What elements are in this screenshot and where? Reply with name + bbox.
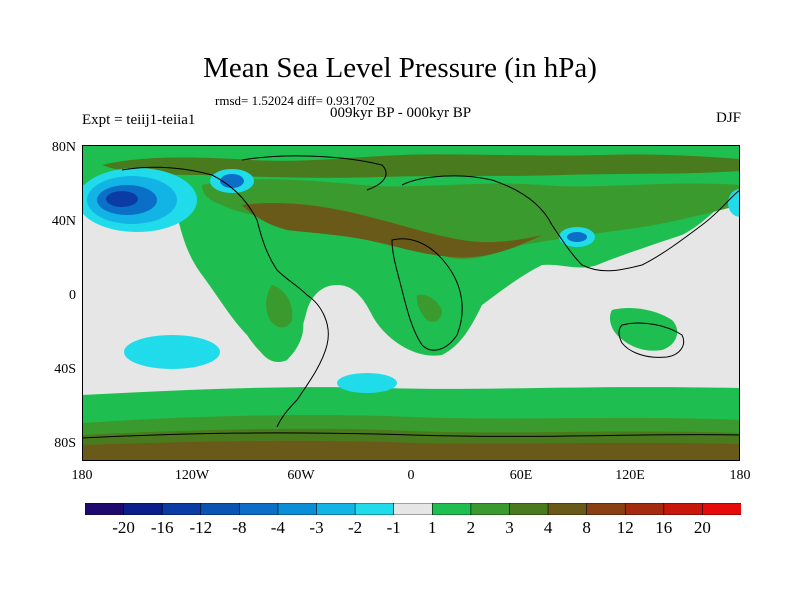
colorbar-swatch bbox=[277, 503, 318, 515]
negative-anomalies bbox=[82, 168, 740, 393]
colorbar-tick-label: 8 bbox=[582, 518, 591, 537]
lon-label-120e: 120E bbox=[615, 468, 645, 483]
northern-land-field bbox=[82, 145, 740, 362]
lon-label-180e: 180 bbox=[729, 468, 751, 483]
lon-label-180w: 180 bbox=[71, 468, 93, 483]
experiment-label: Expt = teiij1-teiia1 bbox=[82, 112, 196, 128]
coast-south-america bbox=[276, 294, 329, 428]
colorbar-swatch bbox=[624, 503, 665, 515]
colorbar-swatch bbox=[586, 503, 627, 515]
colorbar-tick-label: 16 bbox=[655, 518, 673, 537]
period-label: 009kyr BP - 000kyr BP bbox=[330, 105, 472, 121]
lat-label-80n: 80N bbox=[51, 140, 76, 155]
stats-text: rmsd= 1.52024 diff= 0.931702 bbox=[215, 93, 375, 108]
colorbar-tick-label: 1 bbox=[428, 518, 437, 537]
colorbar-tick-label: 3 bbox=[505, 518, 514, 537]
colorbar-swatch bbox=[431, 503, 472, 515]
colorbar-tick-label: -16 bbox=[150, 518, 174, 537]
colorbar-tick-label: -1 bbox=[386, 518, 401, 537]
colorbar-swatch bbox=[316, 503, 356, 515]
colorbar-swatch bbox=[123, 503, 163, 515]
colorbar-swatch bbox=[161, 503, 202, 515]
colorbar-swatch bbox=[663, 503, 704, 515]
colorbar-swatch bbox=[547, 503, 588, 515]
colorbar-swatch bbox=[200, 503, 241, 515]
lat-label-40n: 40N bbox=[51, 214, 76, 229]
colorbar-swatch bbox=[509, 503, 549, 515]
lat-label-0: 0 bbox=[69, 288, 76, 303]
colorbar-tick-label: -12 bbox=[189, 518, 213, 537]
colorbar-tick-label: -4 bbox=[270, 518, 285, 537]
colorbar-tick-label: -2 bbox=[348, 518, 363, 537]
coast-north-america bbox=[121, 166, 308, 296]
coast-antarctica bbox=[82, 432, 740, 439]
colorbar-swatch bbox=[702, 503, 741, 515]
colorbar-tick-label: 4 bbox=[543, 518, 553, 537]
coast-africa bbox=[391, 238, 463, 351]
colorbar-swatch bbox=[393, 503, 434, 515]
colorbar-swatch bbox=[470, 503, 511, 515]
map-frame bbox=[82, 145, 740, 461]
pressure-map bbox=[82, 145, 740, 461]
coastlines bbox=[82, 155, 740, 439]
coast-australia bbox=[618, 322, 685, 358]
lat-label-40s: 40S bbox=[54, 362, 76, 377]
colorbar-tick-label: -8 bbox=[232, 518, 247, 537]
colorbar-tick-label: -20 bbox=[112, 518, 135, 537]
colorbar bbox=[85, 503, 741, 515]
season-label: DJF bbox=[715, 110, 741, 126]
lon-label-0: 0 bbox=[407, 468, 415, 483]
colorbar-tick-label: 20 bbox=[693, 518, 711, 537]
lon-label-60e: 60E bbox=[509, 468, 533, 483]
colorbar-tick-label: 12 bbox=[616, 518, 634, 537]
colorbar-swatch bbox=[85, 503, 125, 515]
figure-title: Mean Sea Level Pressure (in hPa) bbox=[203, 52, 597, 84]
tropical-land-field bbox=[248, 275, 678, 363]
colorbar-tick-label: 2 bbox=[466, 518, 476, 537]
colorbar-swatch bbox=[354, 503, 395, 515]
coast-greenland bbox=[241, 155, 387, 191]
lat-label-80s: 80S bbox=[54, 436, 76, 451]
colorbar-tick-label: -3 bbox=[309, 518, 324, 537]
lon-label-120w: 120W bbox=[174, 468, 210, 483]
colorbar-swatch bbox=[239, 503, 279, 515]
southern-ocean-band bbox=[82, 387, 740, 461]
lon-label-60w: 60W bbox=[287, 468, 315, 483]
coast-eurasia bbox=[401, 175, 740, 272]
